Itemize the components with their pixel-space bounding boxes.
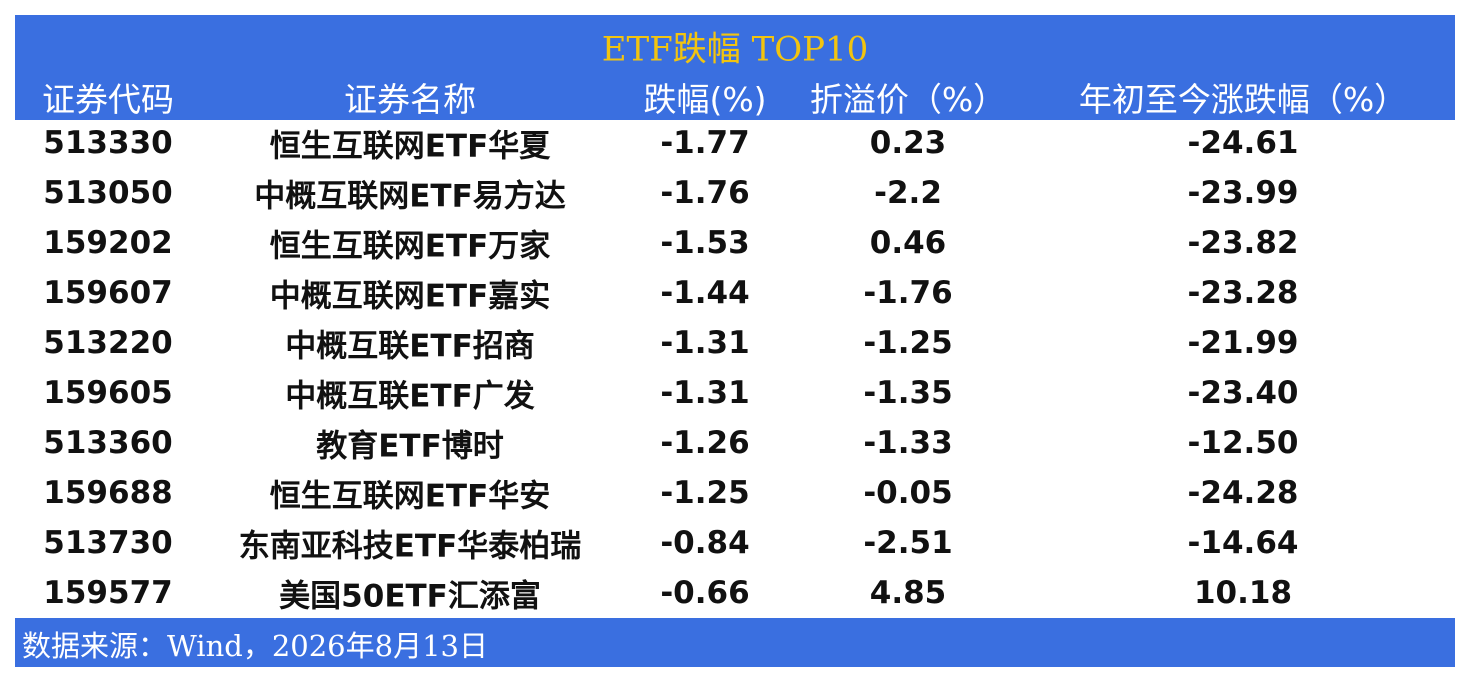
table-cell: -1.44 (660, 275, 750, 311)
table-cell: -21.99 (1187, 325, 1299, 361)
table-cell: -0.05 (863, 475, 953, 511)
table-cell: 美国50ETF汇添富 (279, 578, 541, 615)
table-cell: 教育ETF博时 (316, 428, 504, 465)
table-cell: -12.50 (1187, 425, 1299, 461)
table-cell: -0.66 (660, 575, 750, 611)
table-cell: 0.46 (869, 225, 947, 261)
table-cell: 10.18 (1193, 575, 1293, 611)
table-cell: 恒生互联网ETF万家 (269, 228, 551, 265)
title: ETF跌幅 TOP10 (601, 29, 869, 70)
table-cell: -1.25 (660, 475, 750, 511)
table-cell: -14.64 (1187, 525, 1299, 561)
table-cell: -24.61 (1187, 125, 1299, 161)
table-cell: 159202 (43, 225, 173, 261)
table-cell: 恒生互联网ETF华夏 (269, 128, 551, 165)
table-cell: -1.31 (660, 325, 750, 361)
header-band (15, 15, 1455, 120)
table-cell: -23.40 (1187, 375, 1299, 411)
column-header: 证券代码 (42, 80, 174, 119)
table-cell: -1.33 (863, 425, 953, 461)
table-cell: 513330 (43, 125, 173, 161)
table-cell: 中概互联网ETF易方达 (254, 178, 566, 215)
table-cell: -1.76 (660, 175, 750, 211)
table-cell: -23.28 (1187, 275, 1299, 311)
table-cell: 159605 (43, 375, 173, 411)
table-cell: -1.26 (660, 425, 750, 461)
table-cell: -0.84 (660, 525, 750, 561)
table-cell: 4.85 (869, 575, 947, 611)
table-cell: -1.76 (863, 275, 953, 311)
table-cell: 中概互联ETF招商 (285, 328, 535, 365)
table-cell: -1.53 (660, 225, 750, 261)
table-cell: 中概互联ETF广发 (285, 378, 535, 415)
table-cell: 159688 (43, 475, 173, 511)
source-note: 数据来源：Wind，2026年8月13日 (22, 629, 488, 663)
table-cell: -2.51 (863, 525, 953, 561)
table-cell: 东南亚科技ETF华泰柏瑞 (238, 528, 582, 565)
table-cell: 159577 (43, 575, 173, 611)
table-cell: 513050 (43, 175, 173, 211)
footer-band (15, 618, 1455, 667)
table-cell: 513220 (43, 325, 173, 361)
table-cell: -23.99 (1187, 175, 1299, 211)
table-cell: -1.31 (660, 375, 750, 411)
column-header: 折溢价（%） (809, 80, 1007, 119)
table-cell: 0.23 (869, 125, 947, 161)
table-cell: -1.77 (660, 125, 750, 161)
table-cell: 159607 (43, 275, 173, 311)
table-cell: -2.2 (874, 175, 942, 211)
column-header: 年初至今涨跌幅（%） (1078, 80, 1408, 119)
table-cell: -1.35 (863, 375, 953, 411)
table-cell: -23.82 (1187, 225, 1299, 261)
table-cell: 中概互联网ETF嘉实 (269, 278, 551, 315)
column-header: 证券名称 (344, 80, 476, 119)
table-cell: 513730 (43, 525, 173, 561)
table-cell: 513360 (43, 425, 173, 461)
table-cell: 恒生互联网ETF华安 (269, 478, 551, 515)
column-header: 跌幅(%) (643, 80, 767, 119)
table-cell: -24.28 (1187, 475, 1299, 511)
table-cell: -1.25 (863, 325, 953, 361)
